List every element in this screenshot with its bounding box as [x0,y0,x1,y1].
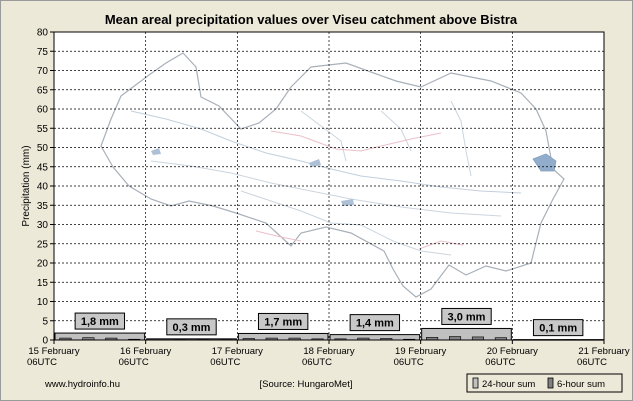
y-tick-label: 20 [37,259,49,270]
x-tick-label-date: 16 February [120,346,171,357]
x-tick-label-date: 19 February [395,346,446,357]
legend-swatch-24-hour [472,377,479,389]
x-tick-label-time: 06UTC [577,357,607,368]
x-tick-label-date: 17 February [212,346,263,357]
x-tick-label-date: 18 February [303,346,354,357]
grid-lines [54,32,604,340]
y-tick-label: 65 [37,85,49,96]
data-label-box [166,318,217,336]
data-label: 0,1 mm [539,323,577,335]
x-tick-label-date: 15 February [28,346,79,357]
y-tick-label: 40 [37,182,49,193]
y-tick-label: 75 [37,47,49,58]
y-tick-label: 50 [37,143,49,154]
legend: 24-hour sum 6-hour sum [466,373,623,393]
y-tick-label: 45 [37,162,49,173]
y-tick-label: 60 [37,105,49,116]
x-tick-label-time: 06UTC [27,357,57,368]
x-tick-label-time: 06UTC [119,357,149,368]
x-tick-label-time: 06UTC [394,357,424,368]
plot-border [53,31,605,341]
legend-label-24-hour: 24-hour sum [482,379,535,390]
x-tick-label-time: 06UTC [210,357,240,368]
y-tick-label: 10 [37,297,49,308]
x-tick-label-date: 20 February [487,346,538,357]
x-tick-label-time: 06UTC [485,357,515,368]
source-text: [Source: HungaroMet] [260,379,353,390]
data-label: 3,0 mm [448,311,486,323]
y-tick-label: 70 [37,66,49,77]
y-tick-label: 80 [37,28,49,39]
data-label: 0,3 mm [173,322,211,334]
chart-title: Mean areal precipitation values over Vis… [105,12,518,27]
y-tick-label: 5 [42,316,48,327]
data-label-box [532,319,584,337]
catchment-map-image [100,52,565,298]
y-tick-label: 55 [37,124,49,135]
legend-box [466,373,623,393]
legend-swatch-6-hour [547,377,554,389]
data-label-box [349,314,401,332]
data-label: 1,4 mm [356,318,394,330]
y-tick-label: 15 [37,278,49,289]
bar-6-hour [449,336,462,341]
x-tick-label-time: 06UTC [302,357,332,368]
y-tick-label: 0 [42,336,48,347]
y-tick-label: 30 [37,220,49,231]
x-tick-label-date: 21 February [578,346,629,357]
data-label-box [74,312,126,330]
y-axis-label: Precipitation (mm) [21,145,32,226]
data-label: 1,8 mm [81,316,119,328]
data-label-box [257,312,309,330]
legend-label-6-hour: 6-hour sum [557,379,605,390]
data-label: 1,7 mm [264,316,302,328]
y-axis-ticks: 0 5 10 15 20 25 30 35 40 45 50 55 60 65 70 75 80 [37,28,54,347]
y-tick-label: 35 [37,201,49,212]
data-label-box [441,307,492,325]
data-labels: 1,8 mm 0,3 mm 1,7 mm 1,4 mm 3,0 mm 0,1 mm [74,307,584,337]
y-tick-label: 25 [37,239,49,250]
website-text: www.hydroinfo.hu [44,379,120,390]
